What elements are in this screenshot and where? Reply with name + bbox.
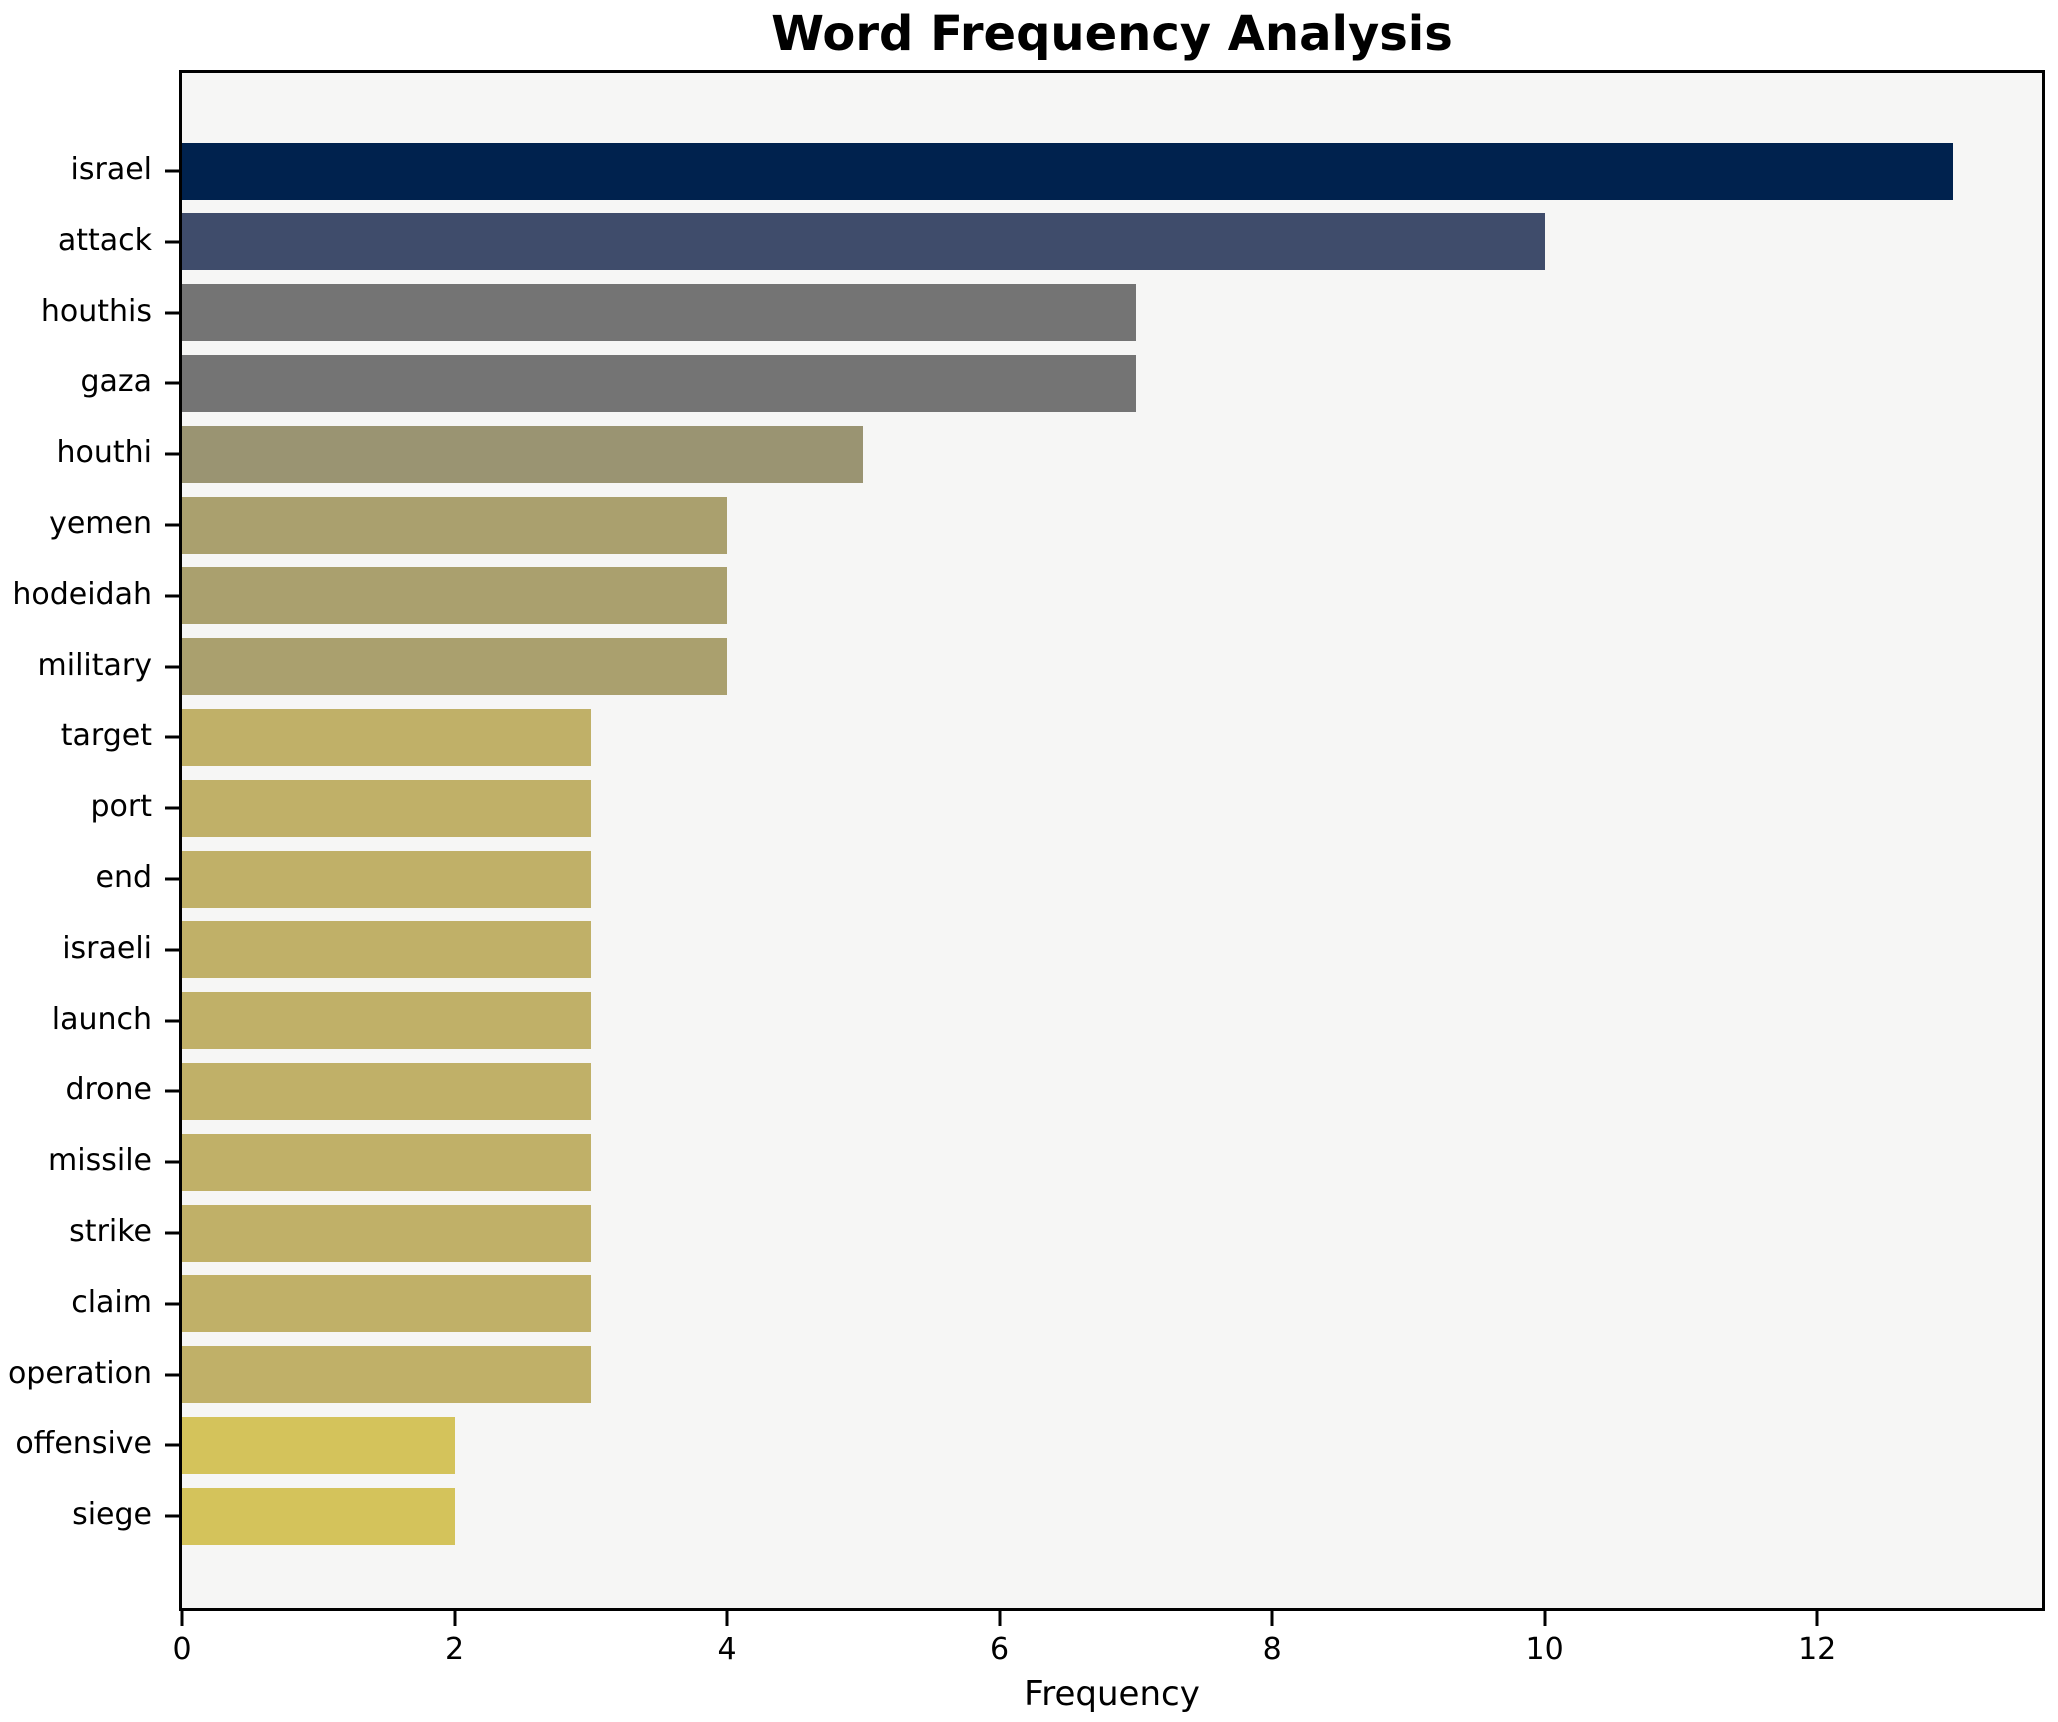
bar-target: [182, 708, 591, 766]
ytick-label-siege: siege: [72, 1497, 152, 1533]
ytick-mark-port: [165, 806, 179, 810]
ytick-mark-hodeidah: [165, 594, 179, 598]
x-axis-title: Frequency: [1024, 1674, 1200, 1714]
xtick-label-12: 12: [1798, 1632, 1837, 1667]
ytick-label-attack: attack: [57, 222, 152, 258]
xtick-label-4: 4: [717, 1632, 737, 1667]
bar-end: [182, 850, 591, 908]
xtick-label-6: 6: [990, 1632, 1010, 1667]
xtick-mark-2: [453, 1611, 457, 1626]
ytick-mark-strike: [165, 1231, 179, 1235]
xtick-mark-12: [1815, 1611, 1819, 1626]
ytick-label-military: military: [37, 647, 152, 683]
ytick-mark-military: [165, 665, 179, 669]
ytick-mark-missile: [165, 1160, 179, 1164]
bar-port: [182, 779, 591, 837]
bar-strike: [182, 1204, 591, 1262]
bar-claim: [182, 1275, 591, 1333]
bar-military: [182, 638, 728, 696]
ytick-label-target: target: [60, 718, 152, 754]
ytick-label-claim: claim: [71, 1284, 152, 1320]
bar-operation: [182, 1346, 591, 1404]
bar-yemen: [182, 496, 728, 554]
ytick-mark-houthi: [165, 452, 179, 456]
ytick-mark-houthis: [165, 311, 179, 315]
xtick-mark-10: [1543, 1611, 1547, 1626]
ytick-label-israeli: israeli: [62, 930, 152, 966]
bar-siege: [182, 1487, 455, 1545]
bar-israel: [182, 142, 1954, 200]
bar-launch: [182, 992, 591, 1050]
xtick-mark-8: [1270, 1611, 1274, 1626]
ytick-mark-attack: [165, 240, 179, 244]
ytick-label-strike: strike: [69, 1214, 152, 1250]
ytick-label-offensive: offensive: [15, 1426, 152, 1462]
ytick-label-houthi: houthi: [56, 435, 153, 471]
ytick-label-missile: missile: [48, 1143, 152, 1179]
ytick-mark-israeli: [165, 948, 179, 952]
xtick-mark-0: [180, 1611, 184, 1626]
xtick-label-0: 0: [172, 1632, 192, 1667]
bar-drone: [182, 1062, 591, 1120]
xtick-label-8: 8: [1262, 1632, 1282, 1667]
ytick-mark-launch: [165, 1019, 179, 1023]
ytick-label-gaza: gaza: [80, 364, 152, 400]
bar-israeli: [182, 921, 591, 979]
bar-houthis: [182, 284, 1136, 342]
ytick-mark-operation: [165, 1373, 179, 1377]
ytick-mark-siege: [165, 1514, 179, 1518]
xtick-label-2: 2: [444, 1632, 465, 1667]
ytick-mark-drone: [165, 1089, 179, 1093]
ytick-mark-gaza: [165, 381, 179, 385]
bar-missile: [182, 1133, 591, 1191]
xtick-mark-4: [725, 1611, 729, 1626]
ytick-mark-offensive: [165, 1443, 179, 1447]
ytick-label-houthis: houthis: [40, 293, 152, 329]
xtick-label-10: 10: [1525, 1632, 1564, 1667]
ytick-mark-israel: [165, 169, 179, 173]
ytick-label-israel: israel: [70, 152, 152, 188]
bar-attack: [182, 213, 1545, 271]
ytick-mark-yemen: [165, 523, 179, 527]
chart-title: Word Frequency Analysis: [771, 6, 1453, 62]
bar-offensive: [182, 1416, 455, 1474]
ytick-label-launch: launch: [51, 1001, 152, 1037]
ytick-label-yemen: yemen: [49, 506, 152, 542]
ytick-label-port: port: [90, 789, 153, 825]
ytick-mark-end: [165, 877, 179, 881]
ytick-label-hodeidah: hodeidah: [12, 576, 152, 612]
bar-hodeidah: [182, 567, 728, 625]
plot-area: [179, 70, 2045, 1611]
xtick-mark-6: [998, 1611, 1002, 1626]
ytick-label-operation: operation: [7, 1355, 152, 1391]
ytick-mark-claim: [165, 1302, 179, 1306]
bar-houthi: [182, 425, 864, 483]
ytick-label-drone: drone: [65, 1072, 152, 1108]
bar-gaza: [182, 354, 1136, 412]
ytick-label-end: end: [95, 860, 152, 896]
ytick-mark-target: [165, 735, 179, 739]
